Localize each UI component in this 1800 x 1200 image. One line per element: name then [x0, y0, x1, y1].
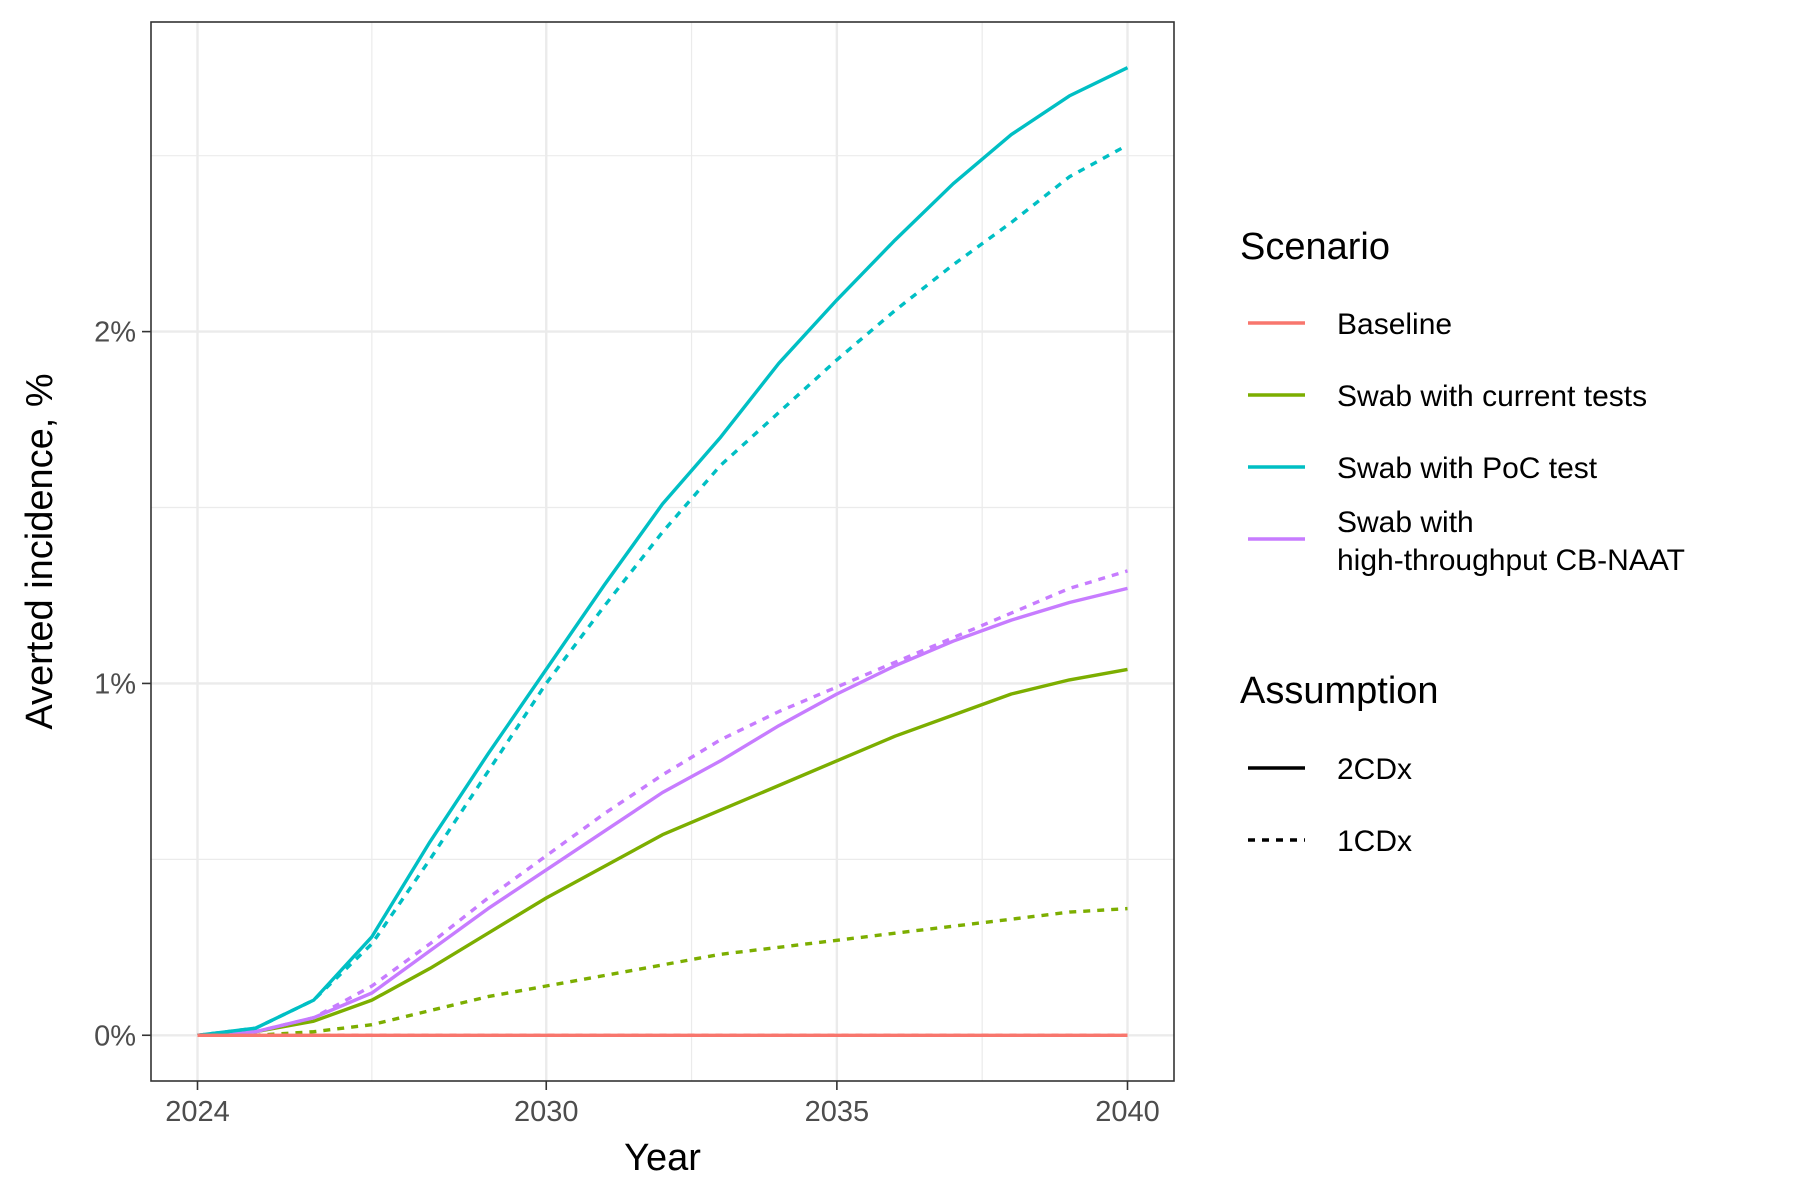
legend-assumption: Assumption 2CDx 1CDx: [1240, 670, 1439, 858]
axis-ticks: 2024 2030 2035 2040 0% 1% 2%: [94, 317, 1160, 1128]
legend-label-current: Swab with current tests: [1337, 380, 1647, 413]
legend-label-2cdx: 2CDx: [1337, 753, 1412, 786]
legend-label-line: high-throughput CB-NAAT: [1337, 544, 1685, 577]
y-axis-title: Averted incidence, %: [19, 373, 61, 729]
x-tick-label: 2024: [165, 1096, 230, 1128]
series-current-1cdx: [197, 906, 1128, 1038]
legend-scenario-title: Scenario: [1240, 226, 1390, 268]
y-tick-label: 0%: [94, 1020, 136, 1052]
y-tick-label: 2%: [94, 317, 136, 349]
legend-label-poc: Swab with PoC test: [1337, 452, 1598, 485]
series-cbnaat-2cdx: [197, 586, 1128, 1037]
series-cbnaat-1cdx: [197, 569, 1128, 1037]
plot-panel-border: [150, 21, 1175, 1082]
legend-assumption-title: Assumption: [1240, 670, 1439, 712]
grid-lines: [151, 22, 1174, 1081]
x-tick-label: 2030: [514, 1096, 579, 1128]
legend-scenario: Scenario Baseline Swab with current tests…: [1240, 226, 1685, 577]
x-tick-label: 2035: [805, 1096, 870, 1128]
y-tick-label: 1%: [94, 668, 136, 700]
legend-label-baseline: Baseline: [1337, 308, 1452, 341]
legend-label-1cdx: 1CDx: [1337, 825, 1412, 858]
legend-label-line: Swab with: [1337, 506, 1474, 539]
x-axis-title: Year: [624, 1137, 701, 1179]
series-current-2cdx: [197, 667, 1128, 1037]
series-poc-2cdx: [197, 66, 1129, 1037]
series-lines: [197, 66, 1129, 1038]
series-poc-1cdx: [197, 143, 1129, 1037]
legend-label-cbnaat: Swab with high-throughput CB-NAAT: [1337, 506, 1685, 577]
x-tick-label: 2040: [1095, 1096, 1160, 1128]
